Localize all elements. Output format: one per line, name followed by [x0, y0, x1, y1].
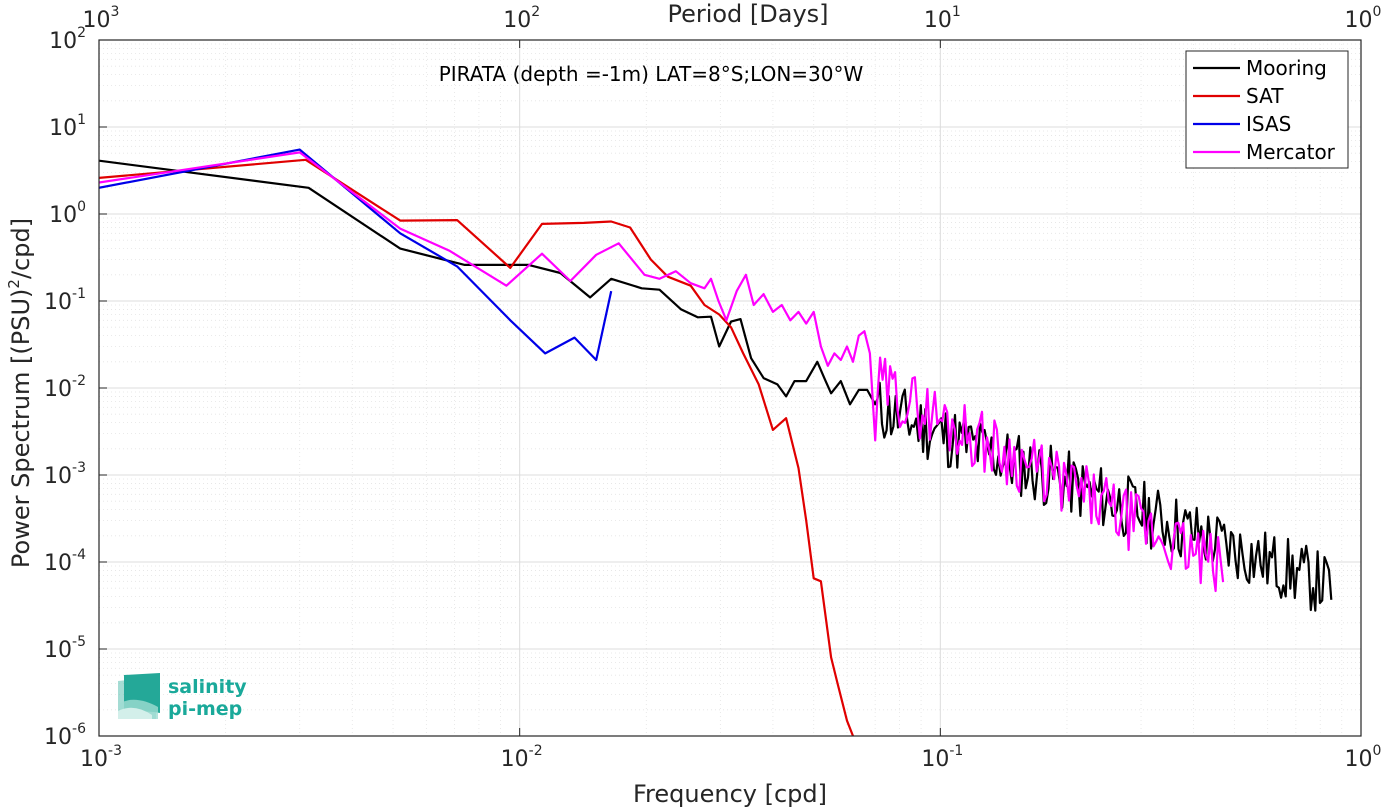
x-axis-label: Frequency [cpd] — [633, 780, 827, 808]
series-line-mercator — [99, 151, 1225, 593]
top-tick-label: 102 — [503, 4, 540, 33]
series-line-sat — [99, 158, 855, 736]
y-tick-label: 10-3 — [44, 460, 86, 489]
x-tick-label: 10-1 — [921, 743, 963, 772]
legend-label-isas: ISAS — [1246, 112, 1291, 136]
legend: Mooring SAT ISAS Mercator — [1185, 50, 1349, 169]
legend-label-mercator: Mercator — [1246, 140, 1336, 164]
series-layer — [99, 148, 1333, 736]
top-tick-label: 101 — [924, 4, 961, 33]
top-axis-label: Period [Days] — [667, 0, 828, 28]
y-tick-label: 101 — [49, 112, 86, 141]
y-tick-label: 10-2 — [44, 373, 86, 402]
y-tick-label: 10-5 — [44, 634, 86, 663]
y-tick-label: 10-4 — [44, 547, 86, 576]
salinity-pimep-logo: salinity pi-mep — [118, 673, 247, 720]
chart-title: PIRATA (depth =-1m) LAT=8°S;LON=30°W — [439, 62, 864, 86]
legend-box — [1185, 50, 1349, 169]
ticks: 10-3 10-2 10-1 100 10-6 10-5 10-4 10-3 10-2 10-1 1… — [44, 4, 1381, 772]
y-tick-label: 100 — [49, 199, 86, 228]
svg-text:Power Spectrum [(PSU)2/cpd]: Power Spectrum [(PSU)2/cpd] — [5, 218, 35, 568]
y-tick-label: 10-1 — [44, 286, 86, 315]
series-line-isas — [99, 148, 613, 362]
logo-text-salinity: salinity — [168, 676, 247, 698]
logo-text-pimep: pi-mep — [168, 698, 242, 720]
y-axis-label: Power Spectrum [(PSU)2/cpd] — [5, 218, 35, 568]
x-tick-label: 100 — [1345, 743, 1382, 772]
grid — [98, 40, 1361, 737]
top-tick-label: 100 — [1345, 4, 1382, 33]
legend-label-mooring: Mooring — [1246, 56, 1327, 80]
y-tick-label: 10-6 — [44, 721, 86, 750]
x-tick-label: 10-2 — [501, 743, 543, 772]
top-tick-label: 103 — [83, 4, 120, 33]
x-tick-label: 10-3 — [80, 743, 122, 772]
y-tick-label: 102 — [49, 25, 86, 54]
legend-label-sat: SAT — [1246, 84, 1284, 108]
